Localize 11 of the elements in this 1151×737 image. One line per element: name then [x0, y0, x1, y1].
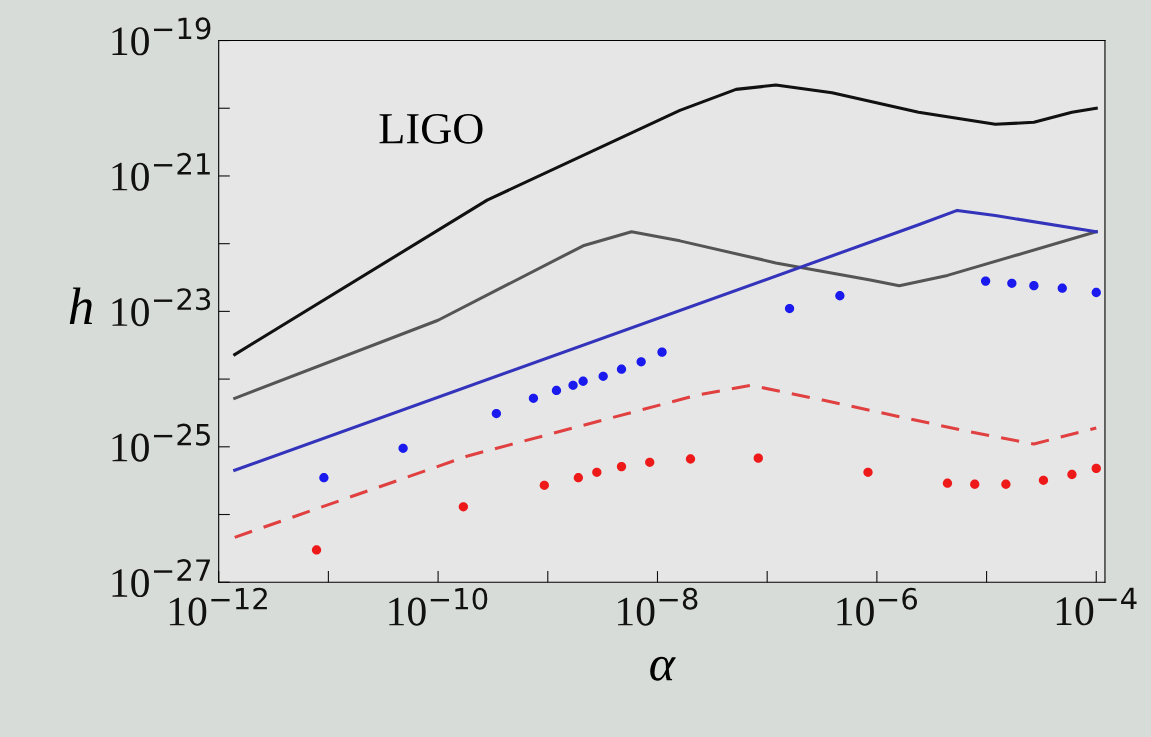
- x-tick-label: 10$^{−10}$: [389, 587, 488, 626]
- y-tick-label: 10$^{−25}$: [112, 423, 210, 462]
- x-tick-label: 10$^{−8}$: [618, 587, 698, 626]
- y-tick-label: 10$^{−19}$: [112, 17, 211, 56]
- x-axis-title: α: [650, 656, 676, 681]
- x-tick-label: 10$^{−6}$: [837, 587, 917, 626]
- y-tick-label: 10$^{−21}$: [112, 152, 210, 191]
- y-axis-title: h: [69, 287, 93, 325]
- x-tick-label: 10$^{−4}$: [1056, 587, 1137, 626]
- annotation: LIGO: [379, 113, 483, 144]
- y-tick-label: 10$^{−23}$: [112, 288, 211, 327]
